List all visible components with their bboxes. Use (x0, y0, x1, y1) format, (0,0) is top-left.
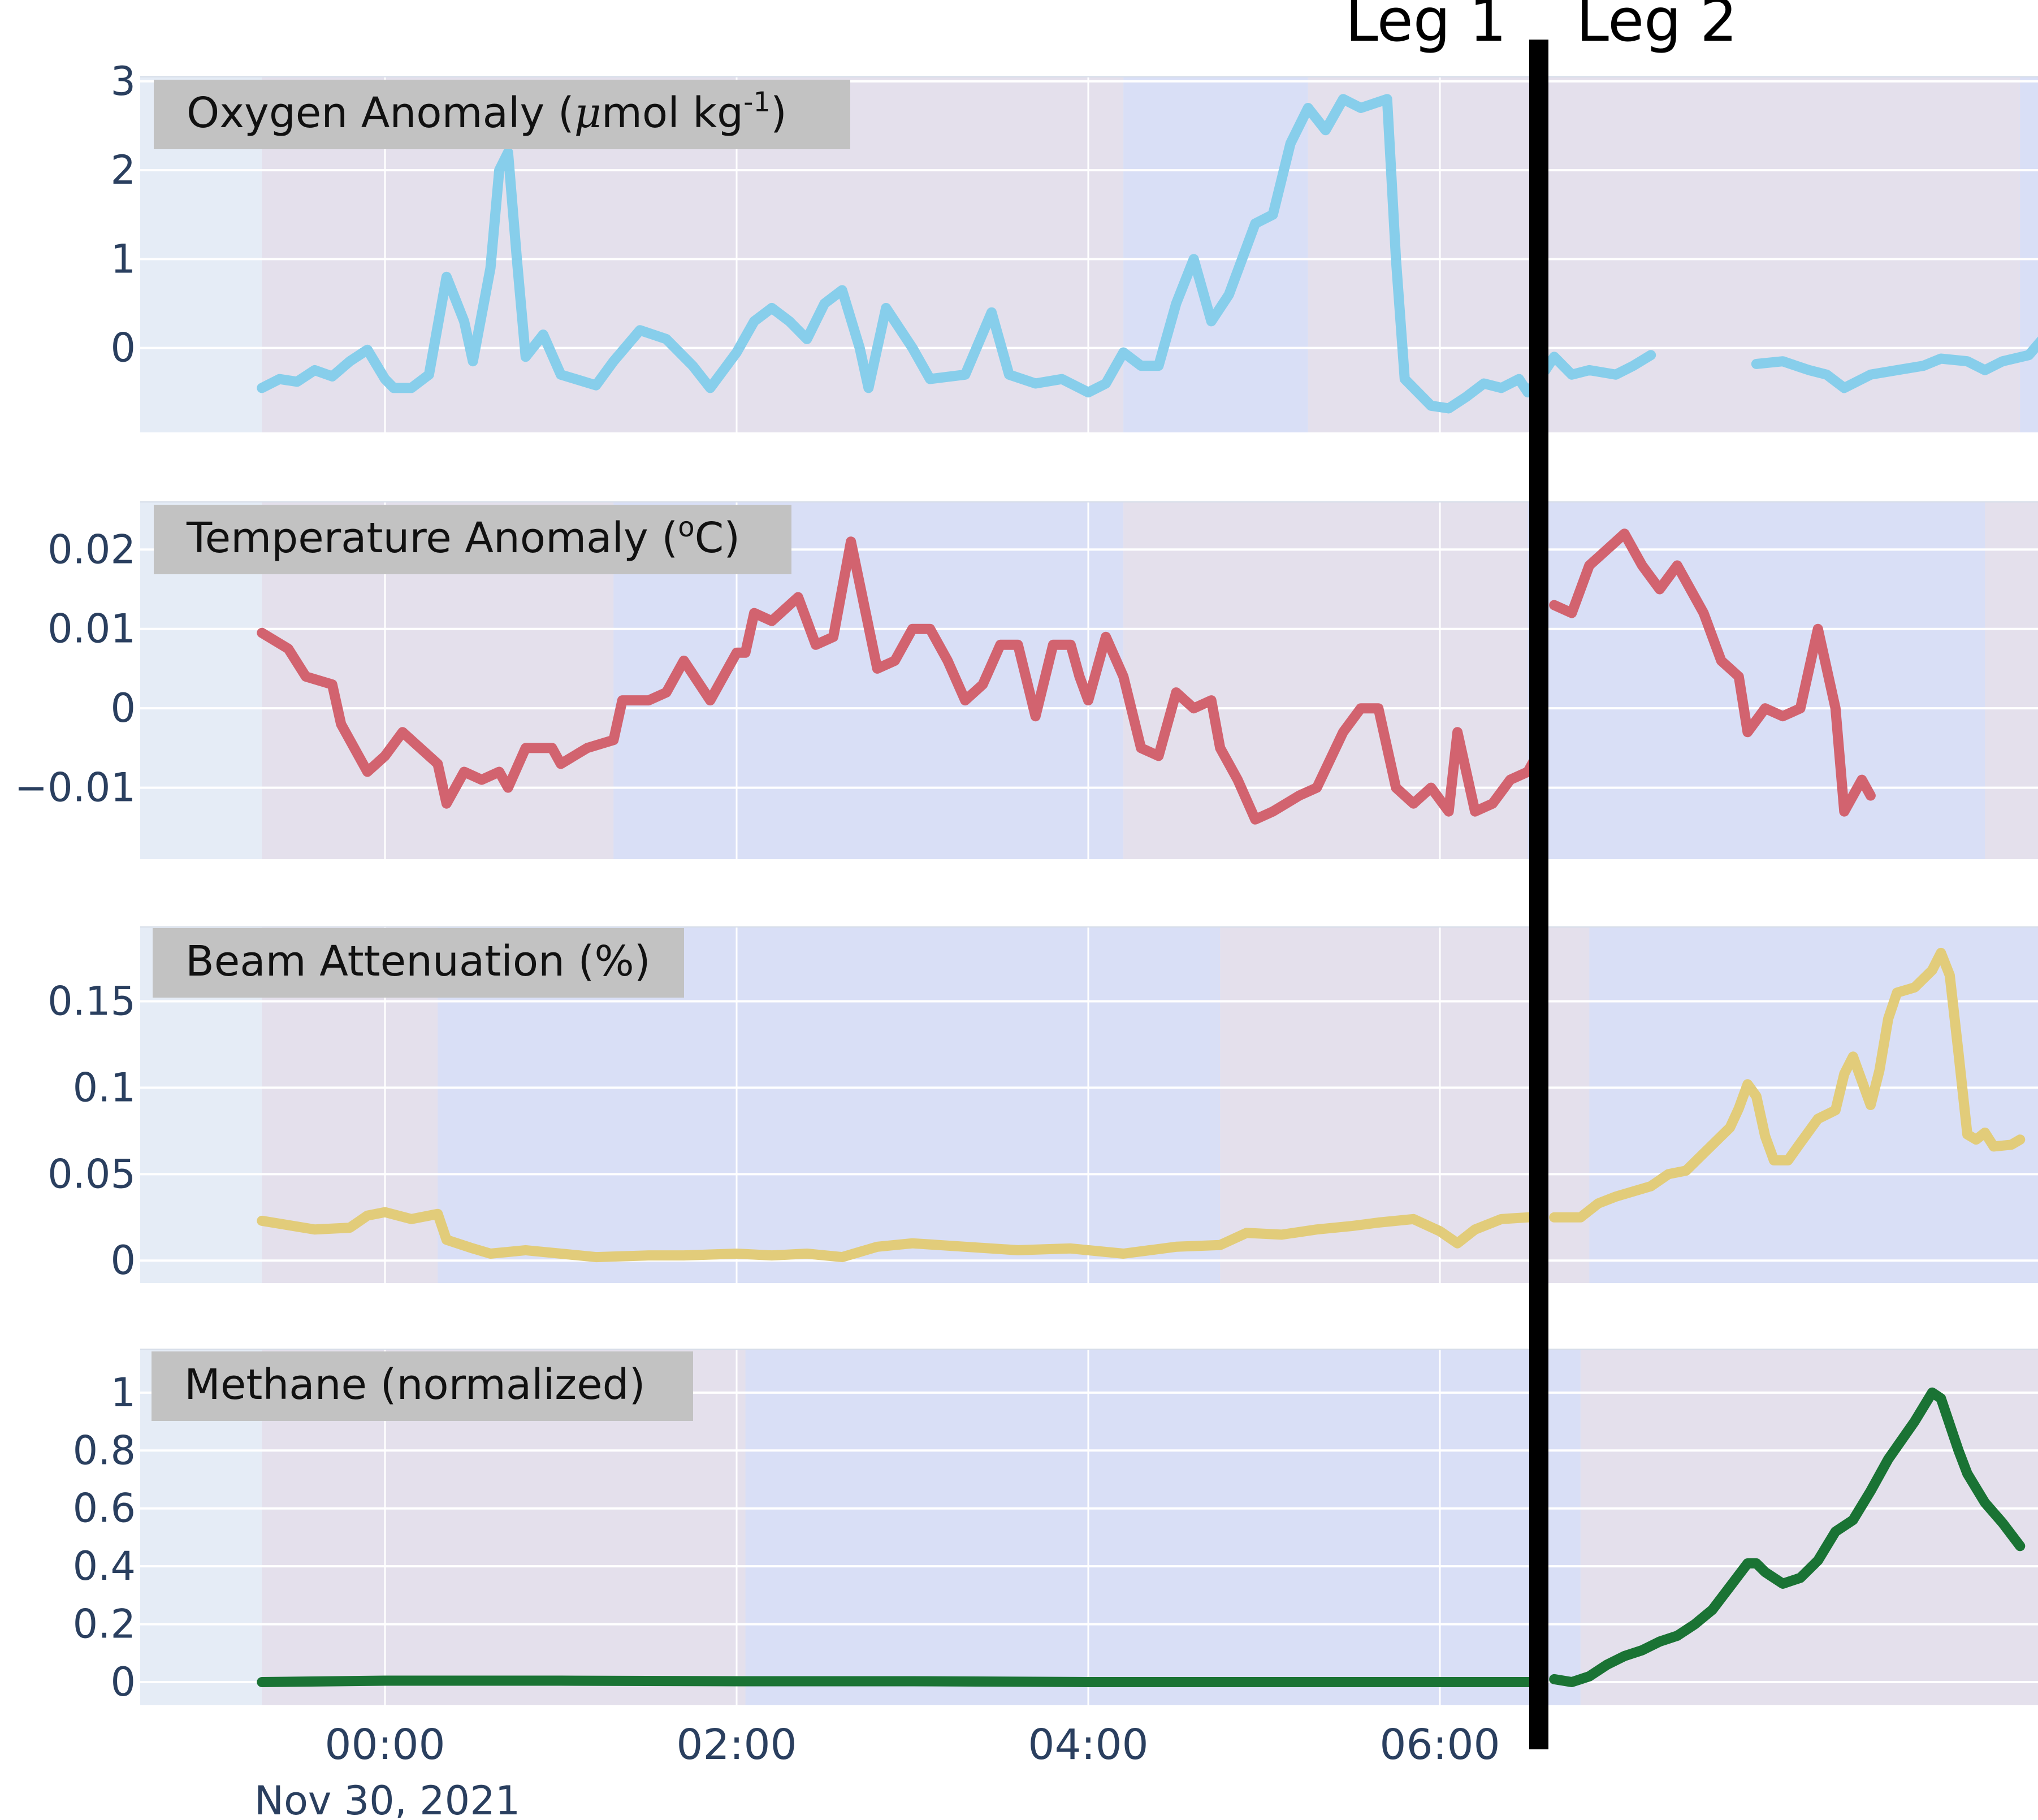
y-tick-label: 0.6 (73, 1485, 136, 1532)
y-tick-label: 0.02 (47, 526, 136, 573)
region-band (1528, 502, 1985, 859)
series-line-leg1 (257, 1675, 1542, 1687)
series-line-leg2 (1549, 1387, 2026, 1687)
series-line-leg2 (1751, 336, 2038, 393)
series-line-leg1 (257, 94, 1656, 414)
y-tick-label: 1 (110, 1370, 136, 1416)
region-band (1985, 502, 2038, 859)
region-band (1123, 502, 1528, 859)
x-tick-label: 02:00 (676, 1721, 797, 1769)
y-tick-label: 0.15 (47, 978, 136, 1025)
y-tick-label: 2 (110, 147, 136, 193)
panel-label: Methane (normalized) (184, 1360, 646, 1409)
panel-3: 0 0.05 0.1 0.15 Beam Attenuation (%) (47, 926, 2038, 1284)
leg-1-label: Leg 1 (1345, 0, 1507, 55)
x-tick-label: 04:00 (1028, 1721, 1148, 1769)
x-tick-label: 06:00 (1379, 1721, 1500, 1769)
panel-1: 0 1 2 3 Oxygen Anomaly (μmol kg-1) (110, 58, 2038, 432)
panel-label-box (152, 1351, 693, 1421)
y-tick-label: 0 (110, 325, 136, 371)
series-line-leg1 (257, 1207, 1533, 1263)
series-line-leg2 (1549, 947, 2026, 1223)
y-tick-label: 0.2 (73, 1601, 136, 1648)
region-band (2020, 77, 2038, 432)
y-tick-label: 1 (110, 236, 136, 282)
panel-label: Oxygen Anomaly (μmol kg-1) (187, 86, 787, 137)
x-date-label: Nov 30, 2021 (254, 1778, 521, 1818)
y-tick-label: 0 (110, 1237, 136, 1284)
y-tick-label: −0.01 (14, 765, 136, 811)
y-tick-label: 0.1 (73, 1064, 136, 1111)
panel-label: Temperature Anomaly (oC) (186, 512, 740, 562)
x-tick-label: 00:00 (324, 1721, 445, 1769)
region-band (1308, 77, 2020, 432)
y-tick-label: 0.05 (47, 1151, 136, 1197)
panel-label-box (154, 505, 791, 574)
panel-label-box (154, 80, 850, 149)
series-line-leg2 (1549, 528, 1876, 817)
y-tick-label: 0.4 (73, 1543, 136, 1589)
y-tick-label: 0 (110, 1659, 136, 1705)
series-line-leg1 (257, 536, 1542, 825)
region-band (745, 1349, 1581, 1705)
y-tick-label: 0 (110, 685, 136, 731)
leg-2-label: Leg 2 (1576, 0, 1737, 55)
y-tick-label: 3 (110, 58, 136, 105)
panel-2: −0.01 0 0.01 0.02 Temperature Anomaly (oC) (14, 501, 2038, 859)
y-tick-label: 0.01 (47, 606, 136, 652)
panel-label-box (153, 928, 684, 998)
y-tick-label: 0.8 (73, 1427, 136, 1474)
panel-label: Beam Attenuation (%) (185, 937, 651, 986)
panel-4: 0 0.2 0.4 0.6 0.8 1 Methane (normalized) (73, 1349, 2038, 1705)
region-band (1589, 927, 2038, 1283)
region-band (1123, 77, 1308, 432)
